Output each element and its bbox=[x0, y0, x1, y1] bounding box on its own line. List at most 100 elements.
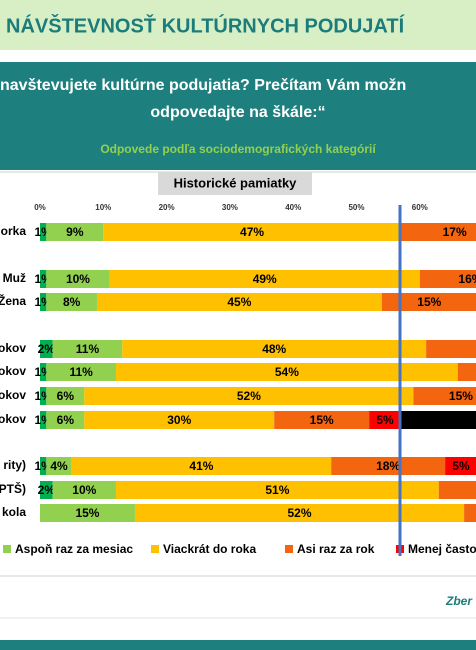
value-label: 8% bbox=[63, 295, 81, 309]
bar-segment bbox=[71, 457, 332, 475]
title-banner bbox=[0, 0, 476, 50]
bar-segment bbox=[438, 481, 476, 499]
x-tick-label: 50% bbox=[348, 203, 364, 212]
question-line: odpovedajte na škále:“ bbox=[150, 104, 325, 121]
value-label: 41% bbox=[189, 459, 213, 473]
value-label: 5% bbox=[376, 413, 394, 427]
bar-segment bbox=[122, 340, 427, 358]
bar-segment bbox=[400, 223, 476, 241]
legend-swatch bbox=[285, 545, 293, 553]
bar-segment bbox=[40, 387, 47, 405]
bar-segment bbox=[52, 340, 123, 358]
value-label: 54% bbox=[275, 365, 299, 379]
value-label: 2% bbox=[38, 483, 56, 497]
footer-text: Zber bbox=[445, 594, 473, 608]
category-label: okov bbox=[0, 364, 26, 378]
question-band bbox=[0, 62, 476, 170]
bar-segment bbox=[40, 270, 47, 288]
value-label: 48% bbox=[262, 342, 286, 356]
bar-segment bbox=[40, 481, 53, 499]
category-label: Žena bbox=[0, 293, 26, 308]
legend-label: Viackrát do roka bbox=[163, 542, 256, 556]
slide-title: NÁVŠTEVNOSŤ KULTÚRNYCH PODUJATÍ bbox=[6, 13, 405, 37]
bar-segment bbox=[369, 411, 401, 429]
x-tick-label: 30% bbox=[222, 203, 238, 212]
value-label: 2% bbox=[38, 342, 56, 356]
bar-segment bbox=[46, 387, 85, 405]
bottom-band bbox=[0, 640, 476, 650]
value-label: 52% bbox=[288, 506, 312, 520]
bar-segment bbox=[46, 457, 72, 475]
chart-title-box bbox=[158, 172, 312, 195]
bar-segment bbox=[115, 481, 439, 499]
category-label: okov bbox=[0, 388, 26, 402]
bar-segment bbox=[46, 293, 97, 311]
value-label: 18% bbox=[376, 459, 400, 473]
category-label: okov bbox=[0, 412, 26, 426]
bar-segment bbox=[413, 387, 476, 405]
value-label: 4% bbox=[50, 459, 68, 473]
x-tick-label: 0% bbox=[34, 203, 46, 212]
chart-title: Historické pamiatky bbox=[174, 175, 298, 190]
x-tick-label: 10% bbox=[95, 203, 111, 212]
value-label: 17% bbox=[443, 225, 467, 239]
value-label: 11% bbox=[76, 342, 100, 356]
x-tick-label: 40% bbox=[285, 203, 301, 212]
bar-segment bbox=[46, 363, 116, 381]
value-label: 6% bbox=[57, 413, 75, 427]
plot: 0% 10% 20% 30% 40% 50% 60%orka 1% 9% 47% 17%Muž 1% 1… bbox=[0, 203, 476, 556]
bar-segment bbox=[96, 293, 382, 311]
category-label: rity) bbox=[3, 458, 26, 472]
bar-segment bbox=[457, 363, 476, 381]
legend-label: Menej často bbox=[408, 542, 476, 556]
bar-segment bbox=[419, 270, 476, 288]
bar-segment bbox=[40, 223, 47, 241]
bar-segment bbox=[400, 411, 476, 429]
bar-segment bbox=[40, 293, 47, 311]
bar-segment bbox=[40, 363, 47, 381]
bar-segment bbox=[134, 504, 465, 522]
bar-segment bbox=[331, 457, 446, 475]
value-label: 15% bbox=[75, 506, 99, 520]
bar-segment bbox=[40, 411, 47, 429]
value-label: 45% bbox=[227, 295, 251, 309]
category-label: PTŠ) bbox=[0, 481, 26, 496]
bar-segment bbox=[40, 457, 47, 475]
bar-segment bbox=[52, 481, 116, 499]
bar-segment bbox=[84, 411, 275, 429]
category-label: kola bbox=[2, 505, 26, 519]
category-label: orka bbox=[1, 224, 27, 238]
bar-segment bbox=[46, 411, 85, 429]
value-label: 9% bbox=[66, 225, 84, 239]
bar-segment bbox=[40, 340, 53, 358]
bar-segment bbox=[115, 363, 458, 381]
bar-segment bbox=[274, 411, 370, 429]
question-line: navštevujete kultúrne podujatia? Prečíta… bbox=[0, 77, 406, 94]
value-label: 49% bbox=[253, 272, 277, 286]
bar-segment bbox=[40, 504, 135, 522]
value-label: 10% bbox=[72, 483, 96, 497]
value-label: 15% bbox=[417, 295, 441, 309]
legend-label: Aspoň raz za mesiac bbox=[15, 542, 133, 556]
bar-segment bbox=[109, 270, 420, 288]
value-label: 51% bbox=[265, 483, 289, 497]
x-tick-label: 60% bbox=[412, 203, 428, 212]
value-label: 16% bbox=[458, 272, 476, 286]
bar-segment bbox=[103, 223, 401, 241]
value-label: 15% bbox=[310, 413, 334, 427]
value-label: 30% bbox=[167, 413, 191, 427]
bar-segment bbox=[464, 504, 476, 522]
bar-segment bbox=[381, 293, 476, 311]
value-label: 10% bbox=[66, 272, 90, 286]
subtitle: Odpovede podľa sociodemografických kateg… bbox=[100, 142, 376, 156]
bar-segment bbox=[445, 457, 476, 475]
value-label: 15% bbox=[449, 389, 473, 403]
legend-swatch bbox=[3, 545, 11, 553]
value-label: 52% bbox=[237, 389, 261, 403]
bar-segment bbox=[84, 387, 414, 405]
category-label: okov bbox=[0, 341, 26, 355]
value-label: 6% bbox=[57, 389, 75, 403]
legend-label: Asi raz za rok bbox=[297, 542, 375, 556]
legend-swatch bbox=[151, 545, 159, 553]
